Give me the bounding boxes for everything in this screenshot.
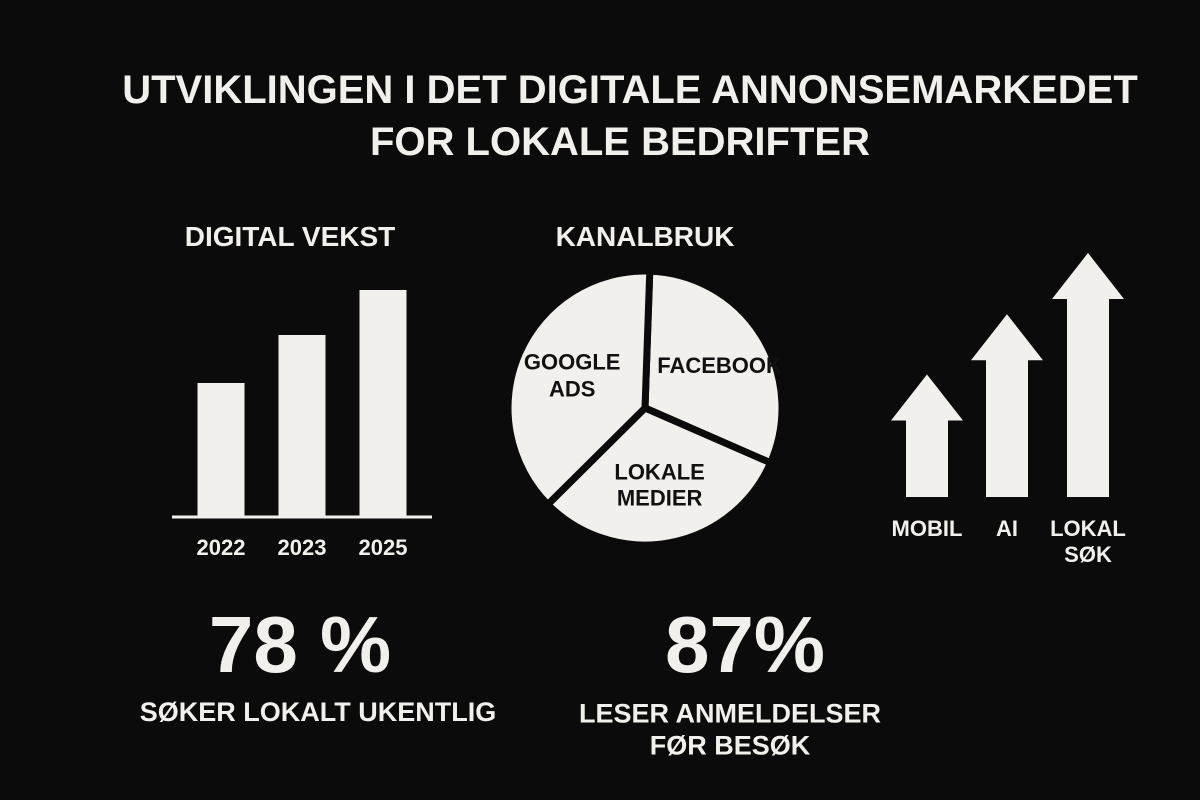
label: LOKAL SØK [1050, 516, 1126, 568]
title-line: FOR LOKALE BEDRIFTER [370, 120, 870, 164]
label: MOBIL [891, 516, 963, 541]
label: 2022 [196, 534, 246, 560]
arrow [971, 314, 1043, 497]
label: LOKALE MEDIER [614, 459, 705, 512]
stat-label: LESER ANMELDELSER FØR BESØK [578, 698, 882, 761]
bar [197, 383, 245, 517]
label: 2025 [358, 534, 408, 560]
chart-title: KANALBRUK [555, 221, 735, 253]
stat-value: 87% [664, 600, 826, 689]
label: FACEBOOK [657, 352, 782, 378]
label: 2023 [277, 534, 327, 560]
pie-slice [542, 403, 776, 549]
stat-value: 78 % [208, 600, 392, 689]
bar [278, 335, 326, 517]
stat-label: SØKER LOKALT UKENTLIG [139, 696, 497, 727]
label: GOOGLE ADS [523, 349, 621, 402]
label: AI [996, 516, 1018, 541]
bar [359, 290, 407, 517]
arrow [1052, 252, 1124, 497]
pie-slice [641, 267, 786, 468]
chart-title: DIGITAL VEKST [184, 221, 396, 253]
pie-slice [504, 267, 654, 510]
title-line: UTVIKLINGEN I DET DIGITALE ANNONSEMARKED… [122, 68, 1138, 112]
arrow [891, 374, 963, 497]
